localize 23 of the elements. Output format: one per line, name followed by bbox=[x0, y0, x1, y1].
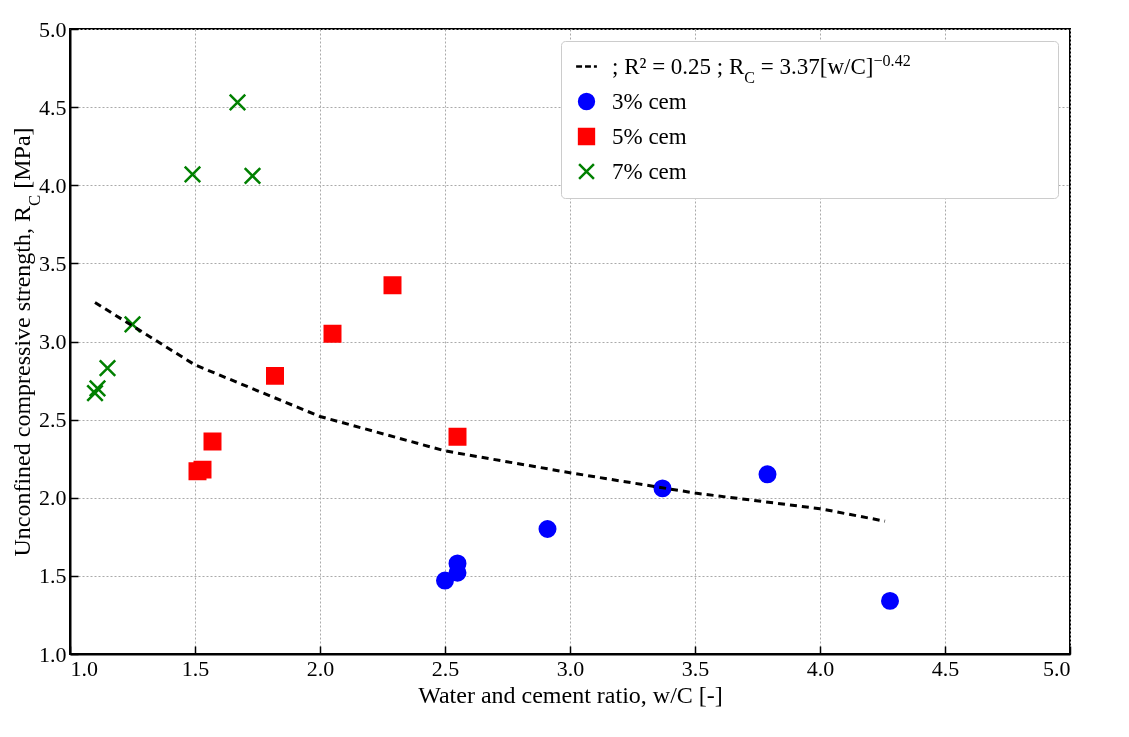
x-tick-label: 3.5 bbox=[681, 655, 710, 681]
legend-label: 5% cem bbox=[612, 123, 687, 149]
x-tick-label: 1.5 bbox=[181, 655, 210, 681]
line-series bbox=[93, 300, 887, 523]
legend-label: 7% cem bbox=[612, 158, 687, 184]
legend-label: 3% cem bbox=[612, 88, 687, 114]
y-tick-label: 3.5 bbox=[39, 250, 67, 276]
x-axis-title: Water and cement ratio, w/C [-] bbox=[418, 681, 723, 708]
x-tick-label: 2.0 bbox=[306, 655, 335, 681]
y-tick-label: 4.0 bbox=[39, 172, 67, 198]
legend-label: ; R² = 0.25 ; R$_{C}$ = 3.37[w/C]$^{−0.42}$ bbox=[612, 51, 911, 85]
x-tick-label: 1.0 bbox=[70, 655, 98, 681]
x-tick-label: 5.0 bbox=[1043, 655, 1071, 681]
y-tick-label: 2.0 bbox=[39, 485, 67, 511]
x-tick-label: 4.0 bbox=[806, 655, 835, 681]
y-tick-label: 3.0 bbox=[39, 329, 67, 354]
y-tick-label: 4.5 bbox=[39, 94, 67, 120]
y-tick-label: 1.5 bbox=[39, 563, 67, 589]
y-tick-label: 2.5 bbox=[39, 407, 67, 433]
x-tick-label: 4.5 bbox=[931, 655, 960, 681]
x-tick-label: 3.0 bbox=[556, 655, 585, 681]
x-tick-label: 2.5 bbox=[431, 655, 460, 681]
y-tick-label: 5.0 bbox=[39, 16, 67, 42]
